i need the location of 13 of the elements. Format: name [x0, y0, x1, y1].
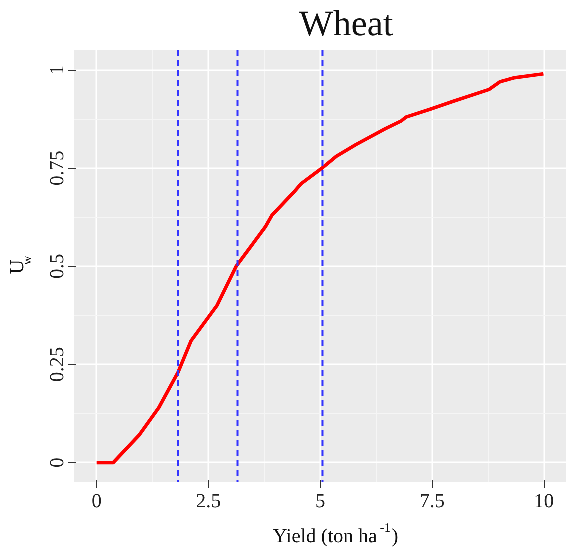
x-tick-label: 10	[534, 490, 554, 512]
chart-title: Wheat	[299, 4, 394, 44]
y-tick-label: 0.25	[46, 347, 68, 382]
y-tick-label: 0.5	[46, 254, 68, 279]
y-tick-label: 0	[46, 458, 68, 468]
x-tick-label: 7.5	[420, 490, 445, 512]
y-axis-title: Uw	[6, 255, 34, 274]
x-tick-label: 5	[316, 490, 326, 512]
x-tick-label: 0	[92, 490, 102, 512]
y-tick-label: 1	[46, 65, 68, 76]
x-tick-label: 2.5	[196, 490, 222, 512]
y-tick-label: 0.75	[46, 150, 68, 186]
line-series	[95, 72, 546, 465]
